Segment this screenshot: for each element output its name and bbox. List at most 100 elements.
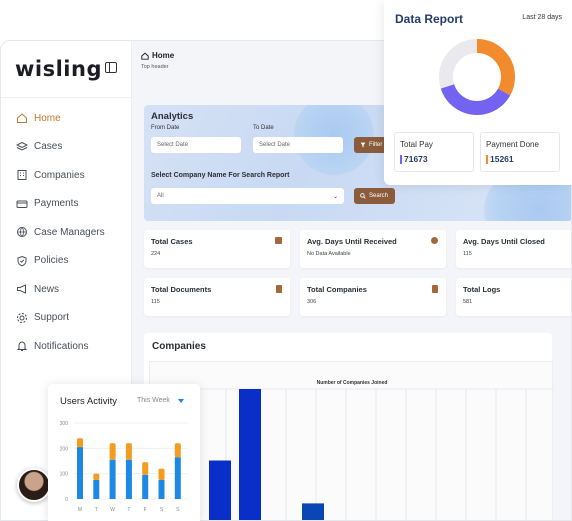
sidebar-item-label: Case Managers xyxy=(34,226,105,238)
company-bar xyxy=(209,460,231,520)
stat-card-total-documents: Total Documents 115 xyxy=(144,278,290,316)
caret-down-icon xyxy=(177,398,184,403)
activity-bar xyxy=(158,480,165,499)
companies-title: Companies xyxy=(152,341,206,352)
breadcrumb[interactable]: Home xyxy=(141,51,174,60)
gear-icon xyxy=(17,312,27,323)
sidebar-item-label: Payments xyxy=(34,198,79,210)
total-pay-value: 71673 xyxy=(400,154,428,164)
sidebar-item-cases[interactable]: Cases xyxy=(1,133,131,162)
search-button-label: Search xyxy=(369,193,389,199)
search-button[interactable]: Search xyxy=(354,188,395,204)
stat-value: 581 xyxy=(463,299,473,305)
sidebar-item-companies[interactable]: Companies xyxy=(1,161,131,190)
payment-icon xyxy=(16,200,28,208)
activity-bar xyxy=(125,459,132,499)
breadcrumb-label: Home xyxy=(152,51,175,60)
search-icon xyxy=(360,193,366,199)
brand-logo: wisling xyxy=(15,57,102,81)
briefcase-icon xyxy=(275,237,282,244)
activity-bar xyxy=(158,468,165,480)
to-date-field[interactable]: Select Date xyxy=(253,137,343,153)
stat-card-total-cases: Total Cases 224 xyxy=(144,230,290,268)
data-report-card: Data Report Last 28 days Total Pay 71673… xyxy=(384,0,572,185)
x-tick-label: M xyxy=(78,507,82,513)
stat-title: Total Cases xyxy=(151,237,193,246)
report-range[interactable]: Last 28 days xyxy=(522,14,562,21)
activity-period-select[interactable]: This Week xyxy=(137,397,184,404)
activity-bar xyxy=(174,457,181,499)
activity-bar xyxy=(142,462,149,475)
total-pay-label: Total Pay xyxy=(400,140,433,149)
donut-slice xyxy=(439,39,515,115)
sidebar-item-news[interactable]: News xyxy=(1,275,131,304)
activity-bar xyxy=(142,474,149,499)
sidebar-item-label: Companies xyxy=(34,169,85,181)
stat-title: Avg. Days Until Closed xyxy=(463,237,545,246)
stat-value: 306 xyxy=(307,299,317,305)
sidebar-collapse-icon[interactable] xyxy=(105,62,117,73)
home-icon xyxy=(141,52,149,60)
stat-title: Total Logs xyxy=(463,285,501,294)
bell-icon xyxy=(16,341,28,352)
filter-button[interactable]: Filter xyxy=(354,137,390,153)
sidebar-item-support[interactable]: Support xyxy=(1,304,131,333)
companies-chart-svg: Number of Companies Joined60 xyxy=(155,380,557,520)
y-tick-label: 0 xyxy=(65,497,68,503)
x-tick-label: F xyxy=(144,507,147,513)
activity-chart-svg: 0 100 200 300 M T W T F S S xyxy=(60,421,188,513)
total-pay-card: Total Pay 71673 xyxy=(394,132,474,172)
filter-button-label: Filter xyxy=(369,142,383,148)
y-tick-label: 100 xyxy=(60,472,69,478)
report-title: Data Report xyxy=(395,12,464,26)
sidebar-item-notifications[interactable]: Notifications xyxy=(1,332,131,361)
company-select-label: Select Company Name For Search Report xyxy=(151,172,290,179)
activity-bar xyxy=(174,443,181,458)
x-tick-label: S xyxy=(176,507,180,513)
x-tick-label: W xyxy=(110,507,115,513)
sidebar-item-policies[interactable]: Policies xyxy=(1,247,131,276)
companies-panel: Companies Number of Companies Joined60 xyxy=(144,333,557,520)
company-select-value: All xyxy=(157,193,164,199)
filter-icon xyxy=(360,142,366,148)
from-date-field[interactable]: Select Date xyxy=(151,137,241,153)
home-icon xyxy=(17,113,27,124)
companies-chart: Number of Companies Joined60 xyxy=(149,361,557,520)
shield-icon xyxy=(17,255,27,267)
stat-card-avg-days-received: Avg. Days Until Received No Data Availab… xyxy=(300,230,446,268)
company-select[interactable]: All ⌄ xyxy=(151,188,344,204)
y-tick-label: 200 xyxy=(60,446,69,452)
activity-bar xyxy=(93,473,100,480)
company-bar xyxy=(239,389,261,520)
to-date-label: To Date xyxy=(253,125,274,131)
sidebar-item-label: News xyxy=(34,283,60,295)
x-tick-label: S xyxy=(160,507,164,513)
stat-title: Avg. Days Until Received xyxy=(307,237,397,246)
building-icon xyxy=(17,170,27,181)
stat-value: 115 xyxy=(151,299,160,305)
globe-icon xyxy=(17,227,27,238)
sidebar-item-case-managers[interactable]: Case Managers xyxy=(1,218,131,247)
document-icon xyxy=(276,285,282,293)
payment-donut-chart xyxy=(439,39,515,115)
sidebar-item-label: Policies xyxy=(34,255,69,267)
sidebar-item-home[interactable]: Home xyxy=(1,104,131,133)
stat-title: Total Documents xyxy=(151,285,212,294)
logo-row: wisling xyxy=(1,41,131,98)
activity-period-value: This Week xyxy=(137,397,170,404)
analytics-title: Analytics xyxy=(151,111,194,122)
company-bar xyxy=(302,503,324,520)
sidebar-item-payments[interactable]: Payments xyxy=(1,190,131,219)
chart-title: Number of Companies Joined xyxy=(317,380,388,386)
from-date-label: From Date xyxy=(151,125,180,131)
stat-value: 224 xyxy=(151,251,161,257)
sidebar-item-label: Home xyxy=(34,112,61,124)
activity-title: Users Activity xyxy=(60,396,118,407)
payment-done-value: 15261 xyxy=(486,154,514,164)
activity-bar xyxy=(109,443,116,460)
sidebar-nav: Home Cases Companies Payments Case Managers P… xyxy=(1,98,131,361)
stat-card-total-logs: Total Logs 581 xyxy=(456,278,571,316)
building-icon xyxy=(432,285,438,293)
avatar[interactable] xyxy=(17,468,51,502)
donut-slice xyxy=(439,39,515,115)
